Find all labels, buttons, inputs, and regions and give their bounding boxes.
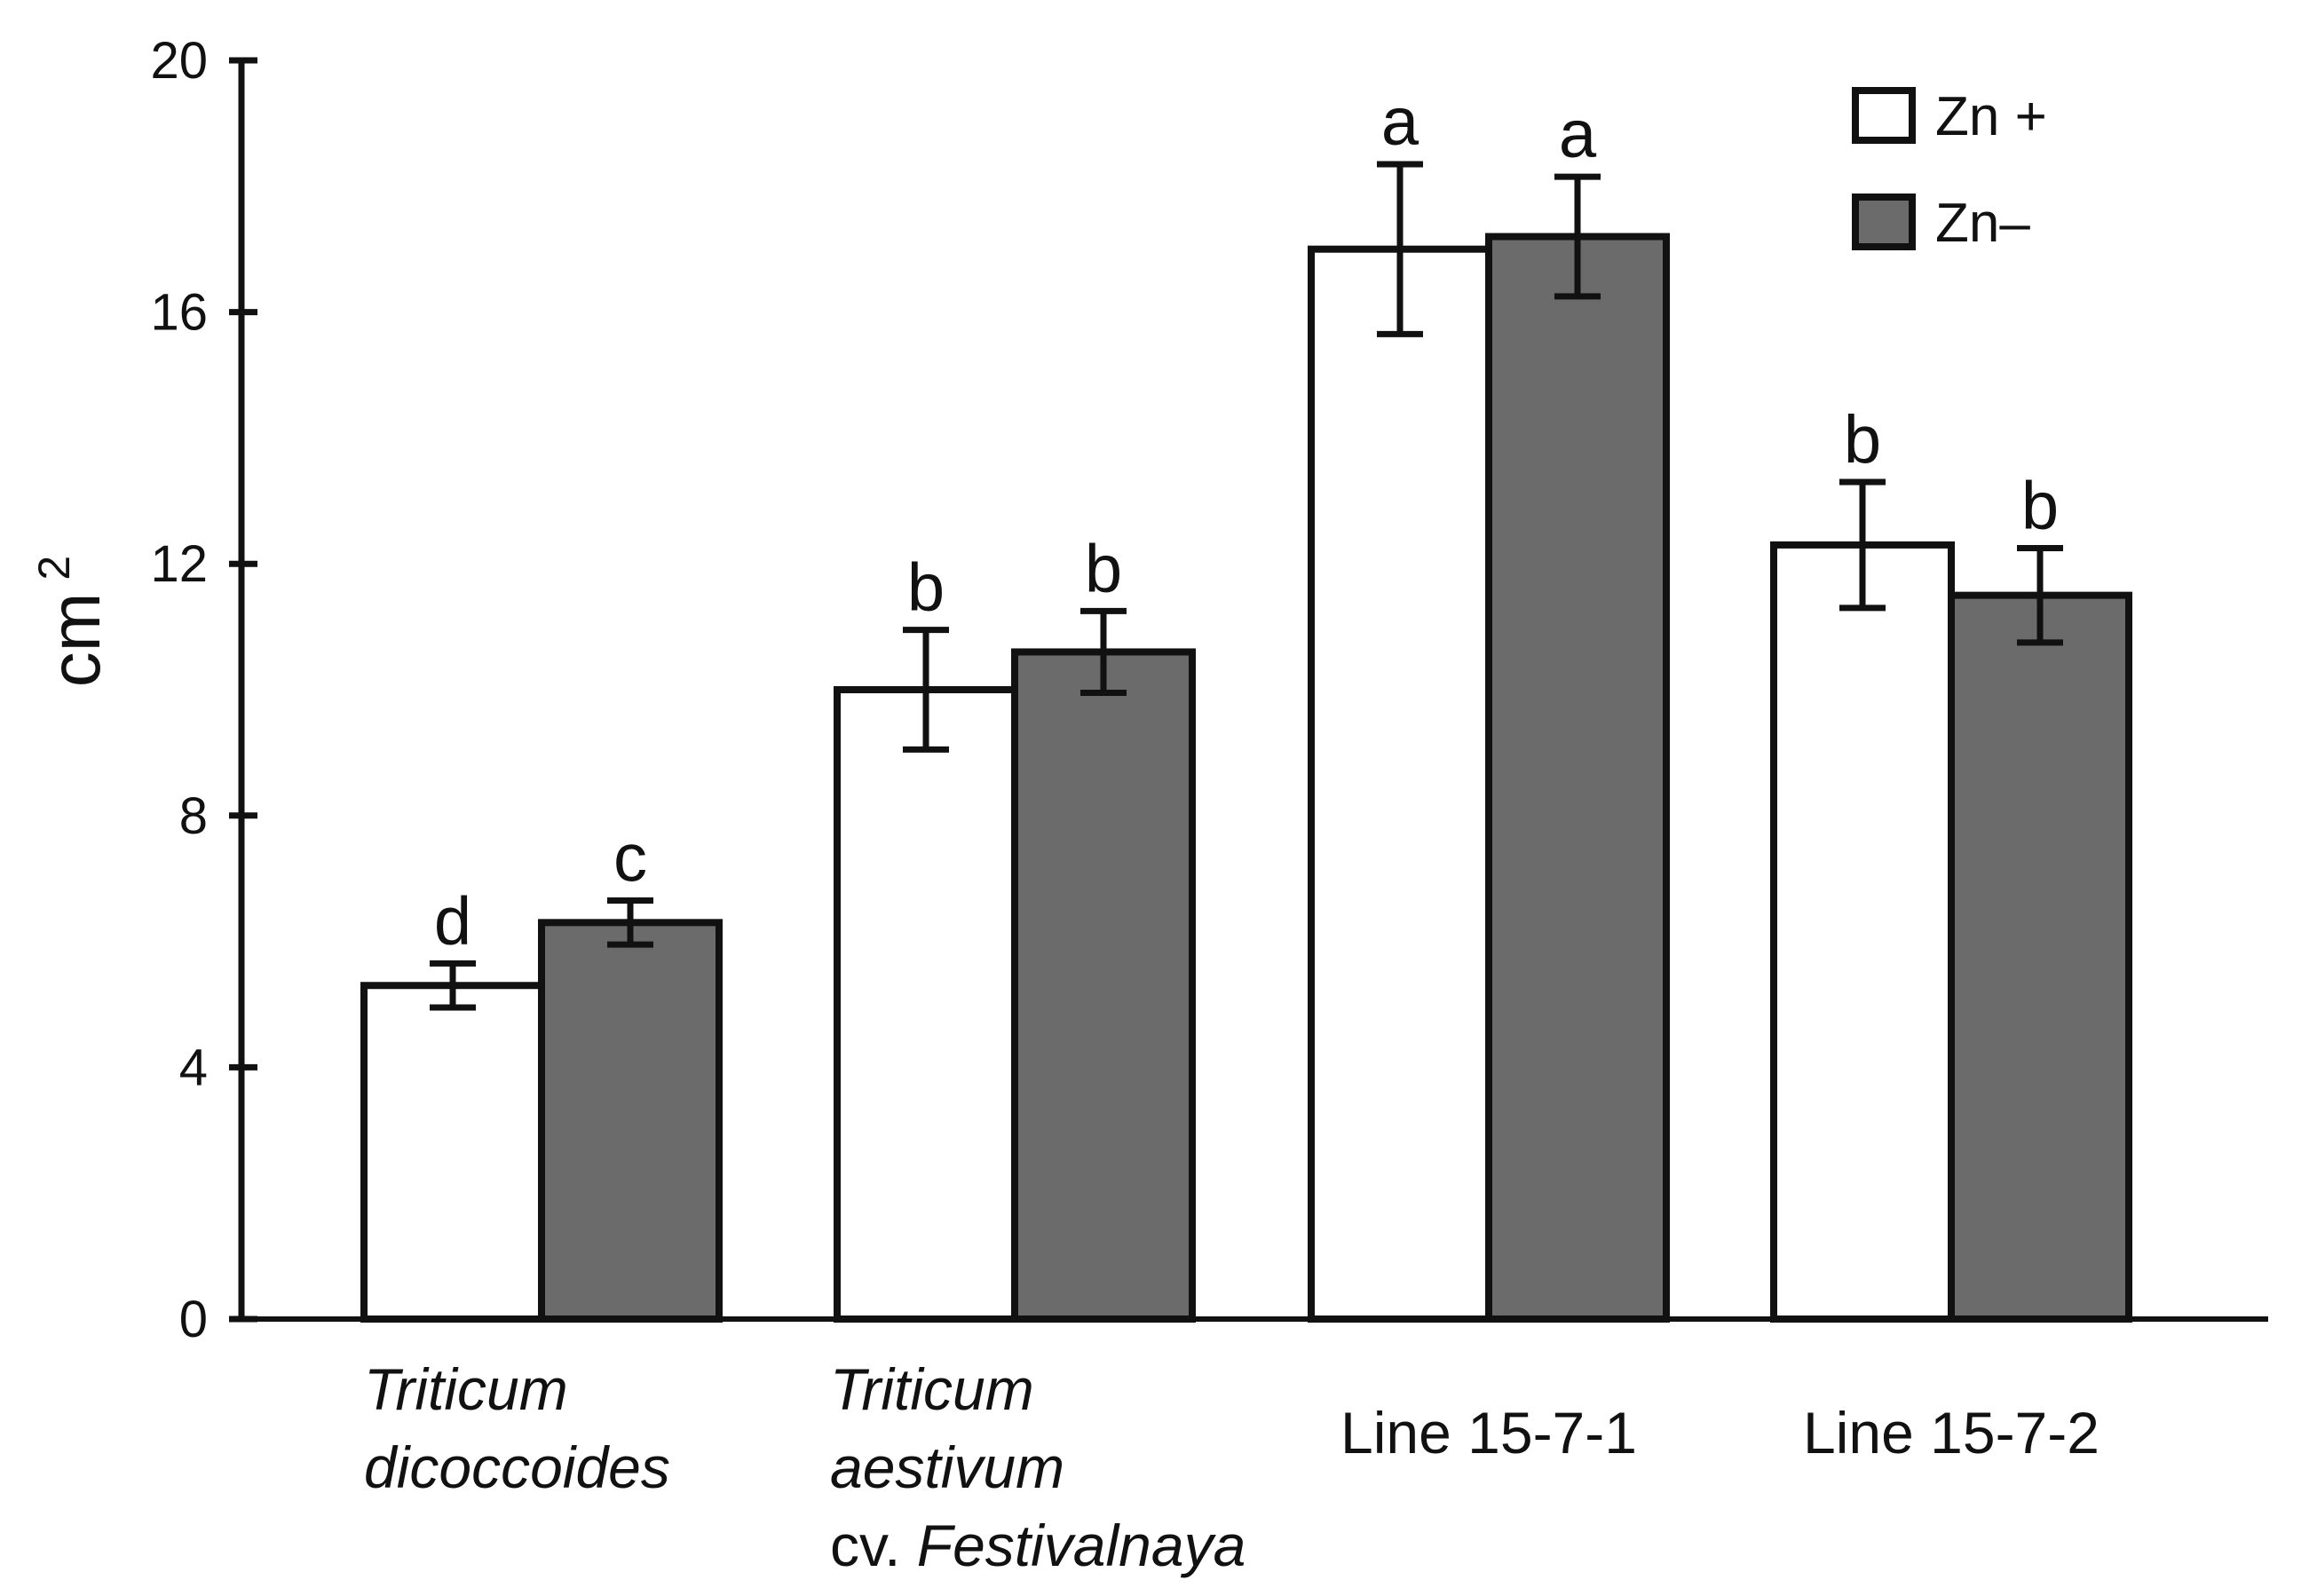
y-ticks-layer: 0 4 8 12 16 20 [150, 32, 257, 1348]
bars-layer [360, 233, 2132, 1323]
bar-line-15-7-1-s2 [1485, 233, 1670, 1323]
legend-swatch [1852, 194, 1916, 250]
significance-letter: b [907, 550, 945, 626]
error-bar-triticum-aestivum-s2 [1080, 607, 1127, 697]
axes-layer [233, 60, 2268, 1322]
legend-item-s2: Zn– [1852, 193, 2030, 254]
error-bar-line-15-7-1-s1 [1377, 161, 1423, 337]
category-label-line-15-7-1: Line 15-7-1 [1340, 1400, 1637, 1466]
legend-label: Zn– [1935, 193, 2030, 254]
error-bar-line-15-7-2-s2 [2017, 544, 2063, 646]
bar-triticum-dicoccoides-s1 [360, 982, 545, 1323]
category-label-line: Line 15-7-2 [1803, 1400, 2100, 1466]
legend-label: Zn + [1935, 86, 2047, 147]
category-label-line-15-7-2: Line 15-7-2 [1803, 1400, 2100, 1466]
error-bar-line-15-7-1-s2 [1554, 173, 1601, 300]
bar-triticum-dicoccoides-s2 [538, 919, 723, 1323]
significance-letter: a [1559, 97, 1597, 172]
category-label-triticum-dicoccoides: Triticum dicoccoides [364, 1356, 670, 1500]
error-bar-triticum-aestivum-s1 [903, 627, 949, 753]
y-tick-label: 0 [179, 1291, 208, 1348]
error-bars-layer [430, 161, 2063, 1011]
y-tick-label: 16 [150, 284, 208, 342]
y-tick-label: 12 [150, 535, 208, 593]
significance-letter: a [1381, 84, 1419, 160]
legend-swatch [1852, 87, 1916, 144]
category-label-line: Triticum [364, 1356, 568, 1422]
bar-line-15-7-2-s2 [1948, 591, 2132, 1323]
category-label-line: cv. Festivalnaya [830, 1513, 1245, 1578]
category-label-line: aestivum [830, 1434, 1064, 1500]
error-bar-triticum-dicoccoides-s2 [607, 897, 653, 948]
significance-letter: d [434, 883, 471, 959]
significance-letter: b [1085, 531, 1122, 606]
y-axis-label: cm2 [29, 556, 115, 687]
bar-triticum-aestivum-s2 [1011, 648, 1196, 1323]
y-tick-label: 4 [179, 1039, 208, 1096]
category-label-line: Triticum [830, 1356, 1034, 1422]
category-label-line: dicoccoides [364, 1434, 670, 1500]
category-label-triticum-aestivum: Triticum aestivum cv. Festivalnaya [830, 1356, 1245, 1578]
y-axis-label-group: cm2 [29, 556, 115, 687]
category-label-line: Line 15-7-1 [1340, 1400, 1637, 1466]
legend: Zn + Zn– [1852, 86, 2047, 254]
significance-letter: b [2021, 468, 2059, 543]
error-bar-line-15-7-2-s1 [1839, 478, 1886, 612]
y-tick-label: 8 [179, 787, 208, 845]
legend-item-s1: Zn + [1852, 86, 2047, 147]
y-tick-label: 20 [150, 32, 208, 90]
bar-line-15-7-2-s1 [1770, 541, 1955, 1323]
significance-letter: b [1844, 402, 1881, 478]
category-labels-layer: Triticum dicoccoides Triticum aestivum cv. F… [364, 1356, 2100, 1578]
bar-triticum-aestivum-s1 [834, 686, 1018, 1323]
error-bar-triticum-dicoccoides-s1 [430, 960, 476, 1011]
bar-line-15-7-1-s1 [1308, 245, 1492, 1323]
significance-letter: c [613, 821, 647, 897]
significance-letters-layer: d b a b c b a b [434, 84, 2059, 959]
